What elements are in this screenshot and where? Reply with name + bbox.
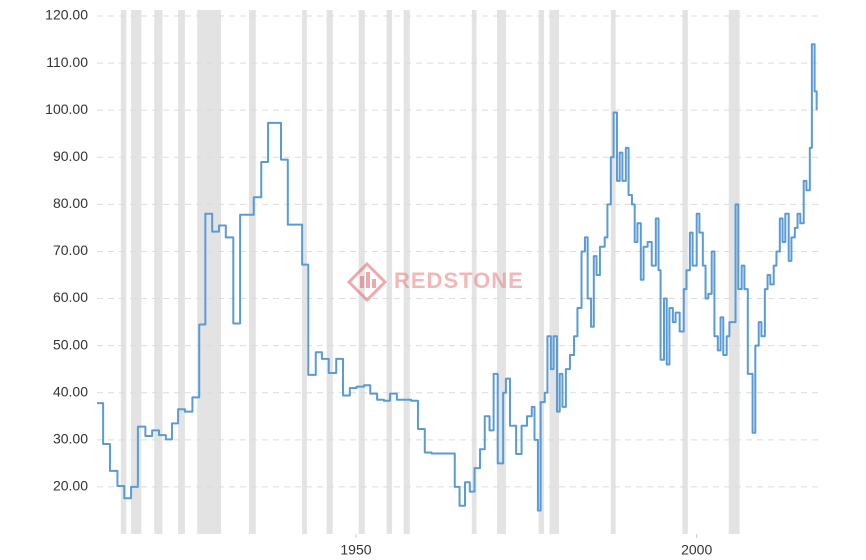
recession-band xyxy=(131,10,142,534)
y-tick-label: 110.00 xyxy=(46,54,88,70)
y-tick-label: 70.00 xyxy=(53,242,88,258)
watermark-text: REDSTONE xyxy=(394,268,524,293)
y-tick-label: 90.00 xyxy=(53,148,88,164)
y-tick-label: 30.00 xyxy=(53,431,88,447)
y-tick-label: 80.00 xyxy=(53,195,88,211)
data-line xyxy=(97,43,818,512)
watermark-icon xyxy=(360,276,364,288)
y-tick-label: 60.00 xyxy=(53,289,88,305)
watermark xyxy=(346,261,388,303)
y-tick-label: 50.00 xyxy=(53,336,88,352)
y-tick-label: 40.00 xyxy=(53,383,88,399)
recession-band xyxy=(154,10,163,534)
watermark-icon xyxy=(372,279,376,288)
recession-band xyxy=(326,10,333,534)
recession-band xyxy=(197,10,222,534)
recession-band xyxy=(538,10,545,534)
recession-band xyxy=(610,10,616,534)
y-tick-label: 120.00 xyxy=(45,7,88,23)
x-tick-label: 2000 xyxy=(681,542,712,558)
recession-band xyxy=(302,10,307,534)
recession-band xyxy=(403,10,410,534)
recession-band xyxy=(386,10,393,534)
recession-band xyxy=(120,10,127,534)
watermark-icon xyxy=(346,261,388,303)
recession-band xyxy=(549,10,560,534)
x-tick-label: 1950 xyxy=(340,542,371,558)
y-tick-label: 100.00 xyxy=(45,101,88,117)
recession-band xyxy=(248,10,256,534)
recession-band xyxy=(471,10,477,534)
recession-band xyxy=(682,10,688,534)
recession-band xyxy=(497,10,506,534)
watermark-icon xyxy=(366,272,370,288)
recession-band xyxy=(728,10,740,534)
recession-band xyxy=(358,10,365,534)
recession-band xyxy=(178,10,185,534)
recession-layer xyxy=(120,10,740,534)
y-tick-label: 20.00 xyxy=(53,478,88,494)
